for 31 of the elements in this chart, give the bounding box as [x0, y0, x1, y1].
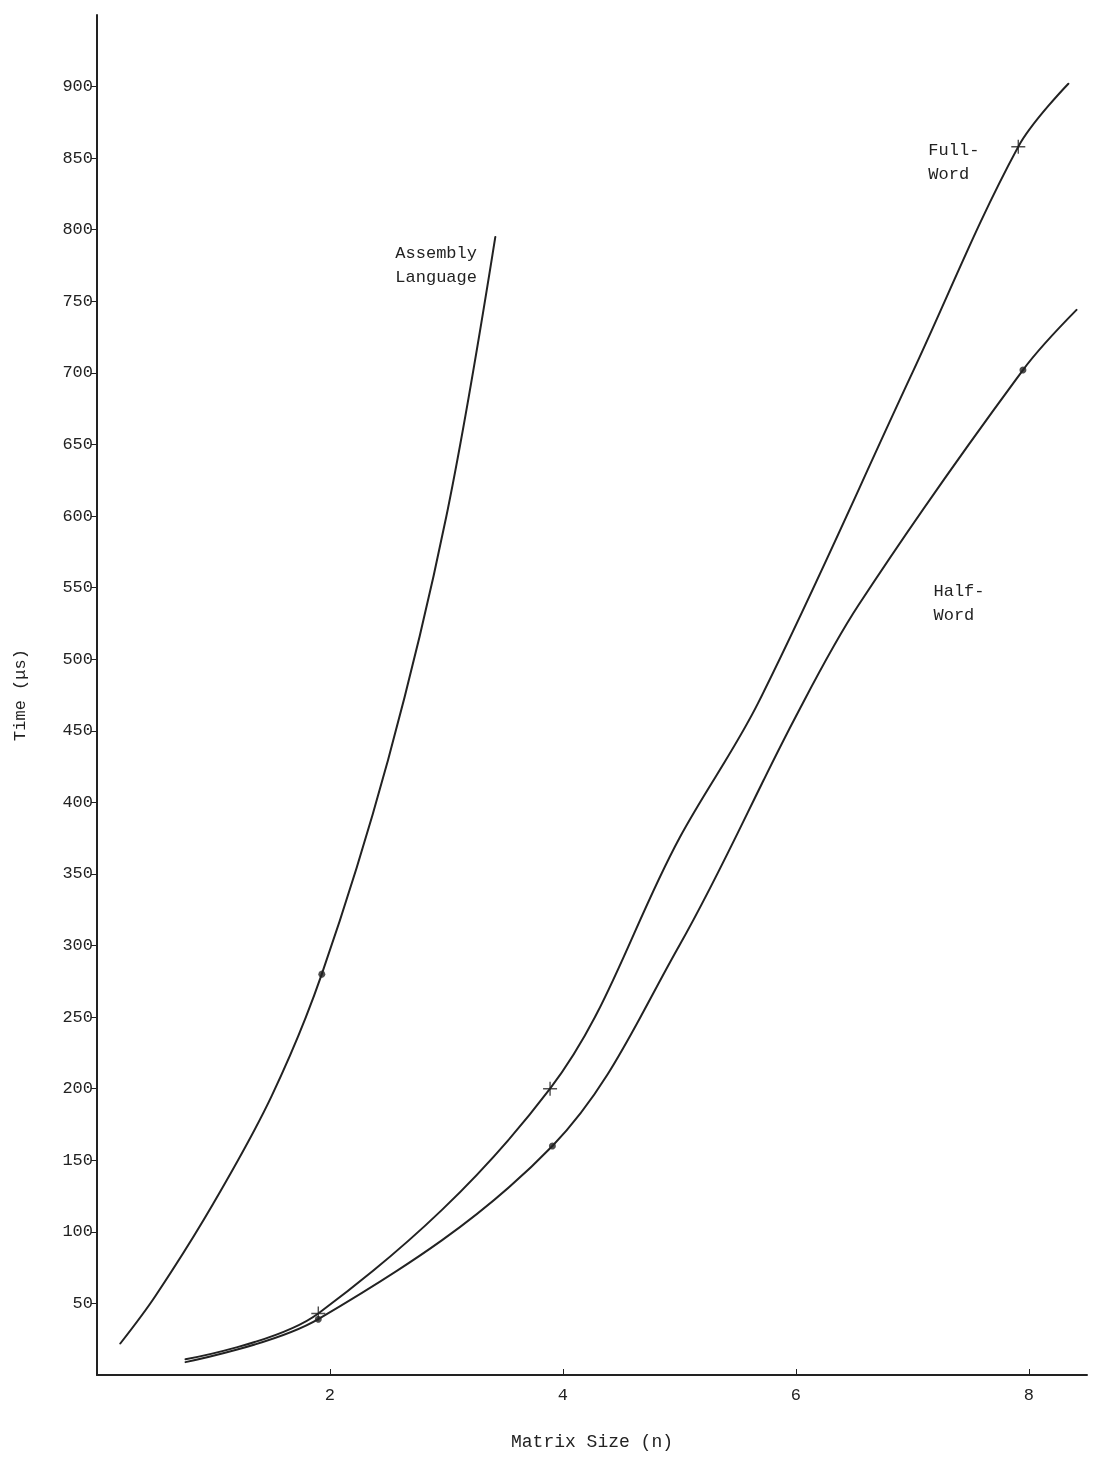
y-tick-label: 850: [62, 148, 93, 168]
y-tick-label: 250: [62, 1007, 93, 1027]
point: [318, 970, 326, 978]
x-tick-label: 8: [1023, 1386, 1034, 1405]
x-tick-label: 4: [557, 1386, 568, 1405]
point: [543, 1081, 558, 1096]
y-axis-title: Time (μs): [11, 649, 30, 741]
y-tick-label: 350: [62, 864, 93, 884]
y-tick-label: 800: [62, 220, 93, 240]
y-tick-label: 500: [62, 649, 93, 669]
line-series: [119, 235, 497, 1345]
text: Half-Word: [933, 582, 985, 626]
y-tick-label: 750: [62, 291, 93, 311]
y-tick-label: 300: [62, 936, 93, 956]
y-tick-label: 200: [62, 1079, 93, 1099]
x-tick-label: 6: [790, 1386, 801, 1405]
y-tick-label: 400: [62, 792, 93, 812]
y-tick-label: 100: [62, 1222, 93, 1242]
x-tick-label: 2: [324, 1386, 336, 1405]
series-label: Assembly Language: [395, 244, 477, 288]
y-tick-label: 600: [62, 506, 93, 526]
x-axis-title: Matrix Size (n): [510, 1432, 674, 1452]
y-tick-label: 700: [62, 363, 93, 383]
y-tick-label: 550: [62, 578, 93, 598]
y-tick-label: 50: [72, 1293, 93, 1313]
y-tick-label: 650: [62, 434, 93, 454]
y-tick-label: 900: [62, 77, 93, 97]
y-tick-label: 150: [62, 1150, 93, 1170]
series-label: Full-Word: [928, 141, 980, 185]
point: [548, 1142, 556, 1150]
y-tick-label: 450: [62, 721, 93, 741]
